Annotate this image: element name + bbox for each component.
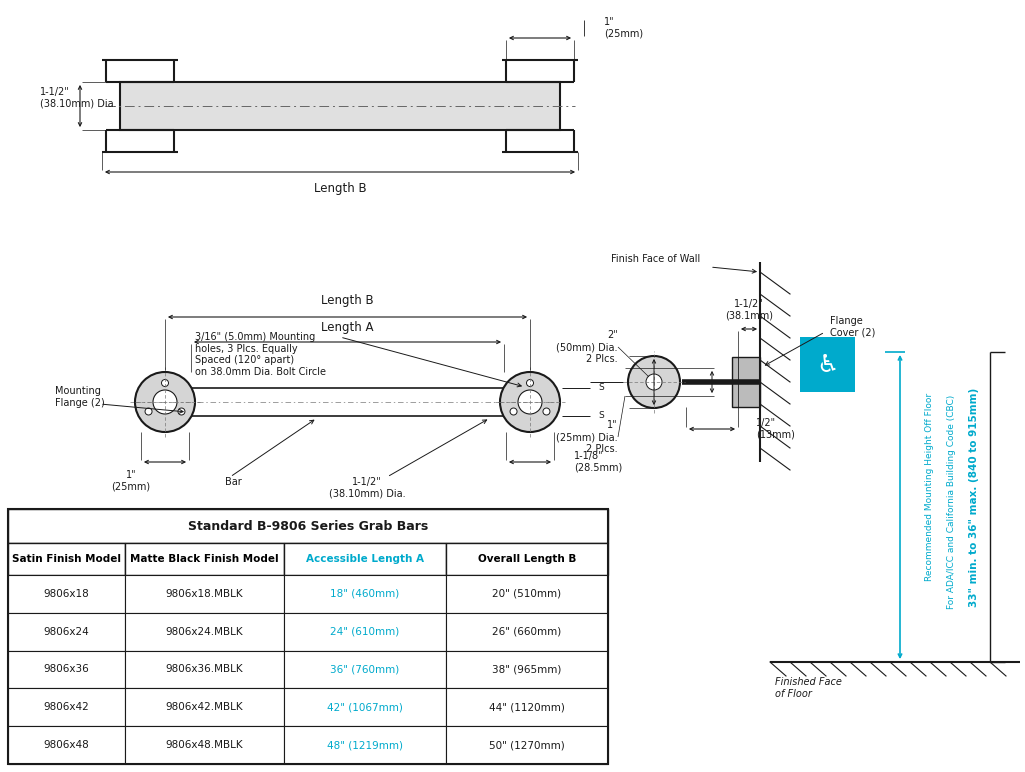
Text: 18" (460mm): 18" (460mm) <box>330 589 400 599</box>
Circle shape <box>162 380 168 387</box>
Bar <box>125 543 284 575</box>
Text: 3/16" (5.0mm) Mounting
holes, 3 Plcs. Equally
Spaced (120° apart)
on 38.0mm Dia.: 3/16" (5.0mm) Mounting holes, 3 Plcs. Eq… <box>195 332 326 377</box>
Bar <box>284 726 446 764</box>
Text: Mounting
Flange (2): Mounting Flange (2) <box>55 386 105 408</box>
Text: Length B: Length B <box>314 182 366 195</box>
Bar <box>446 575 608 613</box>
Text: Accessible Length A: Accessible Length A <box>306 554 424 564</box>
Text: 9806x48: 9806x48 <box>44 740 89 750</box>
Text: 44" (1120mm): 44" (1120mm) <box>489 703 565 713</box>
Text: S: S <box>598 384 604 392</box>
Text: For ADA/ICC and California Building Code (CBC): For ADA/ICC and California Building Code… <box>947 394 956 609</box>
Text: Length A: Length A <box>321 321 374 334</box>
Text: 1-1/2"
(38.10mm) Dia.: 1-1/2" (38.10mm) Dia. <box>329 477 405 499</box>
Text: 1"
(25mm): 1" (25mm) <box>604 17 643 39</box>
Bar <box>125 651 284 689</box>
Text: S: S <box>598 411 604 421</box>
Text: 9806x18.MBLK: 9806x18.MBLK <box>166 589 243 599</box>
Text: 9806x36: 9806x36 <box>44 665 89 675</box>
Bar <box>125 575 284 613</box>
Text: Matte Black Finish Model: Matte Black Finish Model <box>130 554 279 564</box>
Bar <box>120 82 560 130</box>
Text: Length B: Length B <box>321 294 374 307</box>
Text: 9806x18: 9806x18 <box>44 589 89 599</box>
Bar <box>8 726 125 764</box>
Bar <box>446 689 608 726</box>
Text: Flange
Cover (2): Flange Cover (2) <box>830 317 875 338</box>
Circle shape <box>518 390 542 414</box>
Bar <box>8 613 125 651</box>
Bar <box>284 651 446 689</box>
Bar <box>125 726 284 764</box>
Text: 9806x42: 9806x42 <box>44 703 89 713</box>
Circle shape <box>153 390 177 414</box>
Circle shape <box>135 372 195 432</box>
Text: 20" (510mm): 20" (510mm) <box>492 589 562 599</box>
Text: 9806x24.MBLK: 9806x24.MBLK <box>166 627 243 637</box>
Text: ♿: ♿ <box>816 353 838 377</box>
Text: Recommended Mounting Height Off Floor: Recommended Mounting Height Off Floor <box>926 393 935 581</box>
Bar <box>446 726 608 764</box>
Text: 36" (760mm): 36" (760mm) <box>330 665 400 675</box>
Bar <box>446 613 608 651</box>
Text: 50" (1270mm): 50" (1270mm) <box>489 740 565 750</box>
Text: 26" (660mm): 26" (660mm) <box>492 627 562 637</box>
Bar <box>8 543 125 575</box>
Circle shape <box>628 356 680 408</box>
Bar <box>8 689 125 726</box>
Text: Finished Face
of Floor: Finished Face of Floor <box>775 677 842 699</box>
Bar <box>732 357 760 407</box>
Circle shape <box>651 379 657 385</box>
Bar <box>8 575 125 613</box>
Text: 24" (610mm): 24" (610mm) <box>330 627 400 637</box>
Circle shape <box>527 380 533 387</box>
Bar <box>284 613 446 651</box>
Text: 9806x24: 9806x24 <box>44 627 89 637</box>
Text: 33" min. to 36" max. (840 to 915mm): 33" min. to 36" max. (840 to 915mm) <box>969 388 979 607</box>
Text: Overall Length B: Overall Length B <box>478 554 576 564</box>
Text: 1-1/8"
(28.5mm): 1-1/8" (28.5mm) <box>574 451 622 472</box>
Text: 9806x42.MBLK: 9806x42.MBLK <box>166 703 243 713</box>
Text: 1"
(25mm): 1" (25mm) <box>112 470 151 492</box>
Bar <box>8 509 608 543</box>
Circle shape <box>543 408 550 415</box>
Text: 1/2"
(13mm): 1/2" (13mm) <box>756 418 794 440</box>
Bar <box>8 651 125 689</box>
Text: 42" (1067mm): 42" (1067mm) <box>327 703 403 713</box>
Text: Finish Face of Wall: Finish Face of Wall <box>611 254 700 264</box>
Text: Satin Finish Model: Satin Finish Model <box>12 554 121 564</box>
Text: 38" (965mm): 38" (965mm) <box>492 665 562 675</box>
Text: Standard B-9806 Series Grab Bars: Standard B-9806 Series Grab Bars <box>188 520 428 533</box>
Text: Bar: Bar <box>226 477 242 487</box>
Circle shape <box>510 408 517 415</box>
Circle shape <box>500 372 560 432</box>
Bar <box>284 575 446 613</box>
Bar <box>800 337 855 392</box>
Bar <box>284 689 446 726</box>
Bar <box>125 613 284 651</box>
Bar <box>446 543 608 575</box>
Bar <box>446 651 608 689</box>
Bar <box>125 689 284 726</box>
Text: 9806x36.MBLK: 9806x36.MBLK <box>166 665 243 675</box>
Circle shape <box>178 408 184 415</box>
Text: 1"
(25mm) Dia.
2 Plcs.: 1" (25mm) Dia. 2 Plcs. <box>557 421 618 454</box>
Bar <box>284 543 446 575</box>
Text: 2"
(50mm) Dia.
2 Plcs.: 2" (50mm) Dia. 2 Plcs. <box>557 330 618 364</box>
Circle shape <box>146 408 152 415</box>
Text: 48" (1219mm): 48" (1219mm) <box>327 740 403 750</box>
Circle shape <box>646 374 662 390</box>
Text: 1-1/2"
(38.1mm): 1-1/2" (38.1mm) <box>725 300 773 321</box>
Text: 1-1/2"
(38.10mm) Dia.: 1-1/2" (38.10mm) Dia. <box>40 87 117 109</box>
Bar <box>8 509 608 764</box>
Text: 9806x48.MBLK: 9806x48.MBLK <box>166 740 243 750</box>
